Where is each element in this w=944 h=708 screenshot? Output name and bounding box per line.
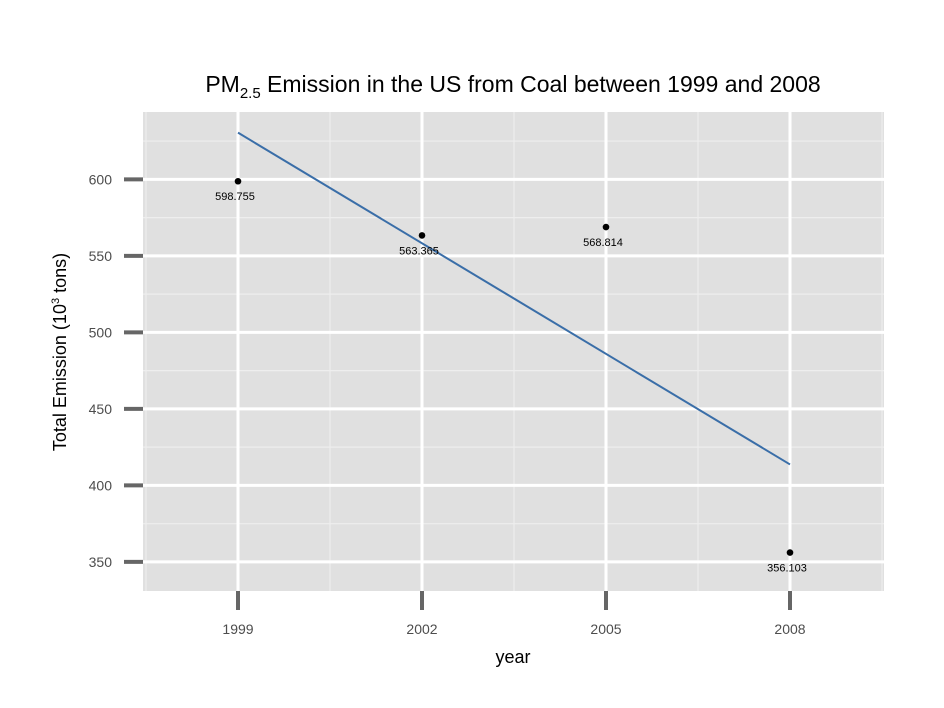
chart-title: PM2.5 Emission in the US from Coal betwe… <box>205 71 820 102</box>
data-label: 356.103 <box>767 563 807 575</box>
trend-line <box>237 131 791 466</box>
trend-layer <box>237 131 791 466</box>
y-axis-title-superscript: 3 <box>50 298 62 304</box>
chart-title-rest: Emission in the US from Coal between 199… <box>261 71 821 97</box>
grid-major <box>143 112 884 591</box>
y-tick-label: 400 <box>89 477 113 493</box>
y-tick-label: 350 <box>89 554 113 570</box>
x-axis-title: year <box>495 647 530 667</box>
x-tick-label: 1999 <box>222 621 253 637</box>
y-tick-label: 500 <box>89 324 113 340</box>
y-axis-title-suffix: tons) <box>50 253 70 298</box>
data-labels-layer: 598.755 563.365 568.814 356.103 <box>215 191 807 574</box>
chart-title-subscript: 2.5 <box>240 85 261 102</box>
points-layer <box>234 177 794 556</box>
y-axis: 350 400 450 500 550 600 <box>89 171 143 570</box>
x-tick-label: 2002 <box>406 621 437 637</box>
x-tick-label: 2005 <box>590 621 621 637</box>
data-label: 598.755 <box>215 191 255 203</box>
grid-minor <box>143 112 884 591</box>
data-label: 568.814 <box>583 237 623 249</box>
data-label: 563.365 <box>399 245 439 257</box>
data-point <box>234 177 242 185</box>
y-axis-title: Total Emission (103 tons) <box>50 253 70 451</box>
y-tick-label: 600 <box>89 171 113 187</box>
data-point <box>418 232 426 239</box>
chart-title-prefix: PM <box>205 71 240 97</box>
y-tick-label: 550 <box>89 248 113 264</box>
data-point <box>786 549 794 556</box>
y-tick-label: 450 <box>89 401 113 417</box>
y-axis-title-prefix: Total Emission (10 <box>50 304 70 451</box>
x-axis: 1999 2002 2005 2008 <box>222 591 806 637</box>
x-tick-label: 2008 <box>774 621 805 637</box>
data-point <box>602 223 610 231</box>
